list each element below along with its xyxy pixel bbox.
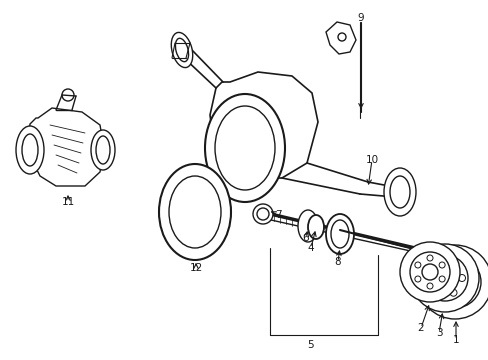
Polygon shape: [28, 108, 104, 186]
Circle shape: [417, 245, 488, 319]
Text: 11: 11: [61, 197, 75, 207]
Text: 6: 6: [302, 233, 309, 243]
Text: 5: 5: [306, 340, 313, 350]
Text: 1: 1: [452, 335, 458, 345]
Text: 10: 10: [365, 155, 378, 165]
Text: 4: 4: [307, 243, 314, 253]
Ellipse shape: [204, 94, 285, 202]
Polygon shape: [325, 22, 355, 54]
Ellipse shape: [307, 215, 324, 239]
Circle shape: [410, 244, 478, 312]
Circle shape: [252, 204, 272, 224]
Ellipse shape: [383, 168, 415, 216]
Text: 2: 2: [417, 323, 424, 333]
Text: 12: 12: [189, 263, 202, 273]
Text: 3: 3: [435, 328, 442, 338]
Ellipse shape: [171, 32, 192, 68]
Ellipse shape: [159, 164, 230, 260]
Ellipse shape: [297, 210, 317, 242]
Circle shape: [399, 242, 459, 302]
Text: 8: 8: [334, 257, 341, 267]
Ellipse shape: [325, 214, 353, 254]
Polygon shape: [209, 72, 317, 178]
Ellipse shape: [91, 130, 115, 170]
Ellipse shape: [16, 126, 44, 174]
Text: 7: 7: [274, 210, 281, 220]
Text: 9: 9: [357, 13, 364, 23]
